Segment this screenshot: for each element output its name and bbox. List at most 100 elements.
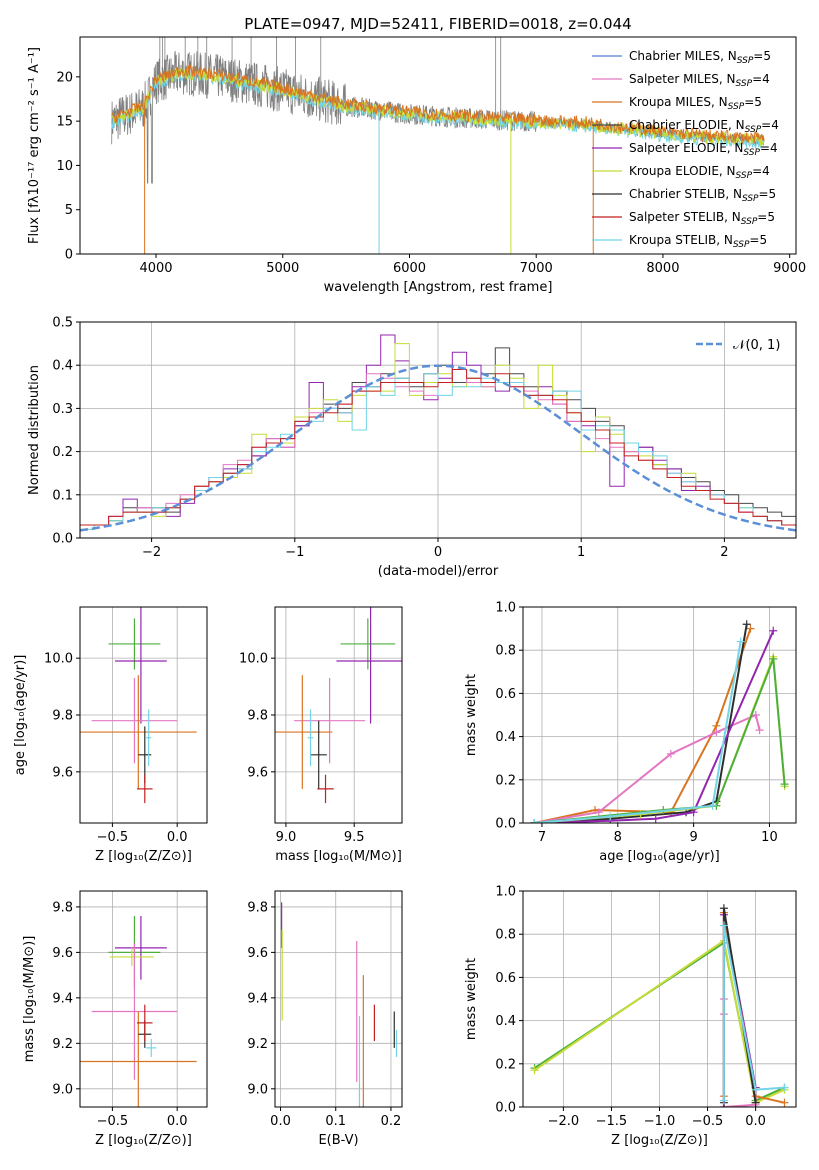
age_vs_Z-panel: −0.5 0.0 9.6 9.8 10.0 Z [log₁₀(Z/Z⊙)] age [log… <box>13 606 208 864</box>
mass-weight-marker <box>755 726 764 735</box>
legend-label: Kroupa STELIB, NSSP=5 <box>629 233 767 250</box>
massweight_vs_Z-panel: −2.0 −1.5 −1.0 −0.5 0.0 0.0 0.2 0.4 0.6 0.8 1.0 Z [… <box>464 885 797 1148</box>
legend-label: Salpeter ELODIE, NSSP=4 <box>629 141 778 158</box>
y-tick-label: 0.5 <box>52 316 73 331</box>
y-tick-label: 0.2 <box>52 445 73 460</box>
age_vs_mass-panel: 9.0 9.5 9.6 9.8 10.0 mass [log₁₀(M/M⊙)] <box>239 606 403 864</box>
mass-weight-marker <box>742 620 751 629</box>
mass-weight-marker <box>530 1066 539 1075</box>
x-tick-label: 5000 <box>266 261 299 276</box>
legend-label-sub: SSP <box>745 125 762 135</box>
mass-weight-series <box>534 641 742 823</box>
x-tick-label: 8000 <box>646 261 679 276</box>
y-tick-label: 0.1 <box>52 488 73 503</box>
x-tick-label: −2 <box>142 545 161 560</box>
y-tick-label: 9.8 <box>247 900 268 915</box>
x-tick-label: −2.0 <box>548 1114 580 1129</box>
age_vs_mass-frame <box>274 606 403 824</box>
y-tick-label: 9.6 <box>52 765 73 780</box>
mass-weight-marker <box>651 814 660 823</box>
legend-label-main: Kroupa MILES, N <box>629 95 728 109</box>
y-axis-label: mass weight <box>464 674 479 756</box>
legend-label: Chabrier ELODIE, NSSP=4 <box>629 118 779 135</box>
mass_vs_Z-frame <box>79 890 208 1108</box>
massweight_vs_age-plot-area <box>530 620 789 823</box>
x-axis-label: Z [log₁₀(Z/Z⊙)] <box>611 1133 708 1148</box>
mass-weight-marker <box>751 1098 760 1107</box>
legend-label: Chabrier MILES, NSSP=5 <box>629 49 771 66</box>
y-tick-label: 5 <box>65 203 73 218</box>
y-tick-label: 9.6 <box>52 946 73 961</box>
x-tick-label: 9000 <box>773 261 806 276</box>
x-tick-label: 0.2 <box>381 1114 402 1129</box>
y-tick-label: 0.2 <box>495 1057 516 1072</box>
y-tick-label: 9.2 <box>247 1037 268 1052</box>
y-tick-label: 9.0 <box>247 1082 268 1097</box>
mass-weight-series <box>534 656 786 823</box>
mass-weight-marker <box>780 1083 789 1092</box>
y-tick-label: 9.8 <box>52 709 73 724</box>
mass_vs_ebv-panel: 0.0 0.1 0.2 9.0 9.2 9.4 9.6 9.8 E(B-V) <box>247 890 403 1148</box>
figure-title: PLATE=0947, MJD=52411, FIBERID=0018, z=0… <box>244 15 631 33</box>
legend-label-sub: SSP <box>737 56 754 66</box>
x-tick-label: −0.5 <box>97 830 129 845</box>
mass-weight-series <box>722 925 785 1101</box>
mass-weight-marker <box>751 711 760 719</box>
y-tick-label: 0.4 <box>495 1014 516 1029</box>
legend-label-tail: =4 <box>752 164 770 178</box>
residuals-frame <box>79 321 797 539</box>
y-tick-label: 0.0 <box>495 1101 516 1116</box>
y-tick-label: 15 <box>56 115 73 130</box>
legend-label: Kroupa MILES, NSSP=5 <box>629 95 762 112</box>
y-axis-label: mass weight <box>464 958 479 1040</box>
massweight_vs_age-panel: 7 8 9 10 0.0 0.2 0.4 0.6 0.8 1.0 age [log₁₀(age/yr… <box>464 601 797 864</box>
legend-label-main: Kroupa ELODIE, N <box>629 164 736 178</box>
legend-label-sub: SSP <box>728 102 745 112</box>
x-axis-label: wavelength [Angstrom, rest frame] <box>324 280 553 295</box>
y-tick-label: 10.0 <box>44 652 73 667</box>
y-tick-label: 1.0 <box>495 601 516 616</box>
x-axis-label: Z [log₁₀(Z/Z⊙)] <box>95 849 192 864</box>
x-tick-label: −1.0 <box>644 1114 676 1129</box>
legend-label-sub: SSP <box>736 79 753 89</box>
legend-label-tail: =4 <box>752 72 770 86</box>
mass-weight-series <box>722 999 756 1107</box>
x-tick-label: 4000 <box>139 261 172 276</box>
legend-label-tail: =4 <box>761 118 779 132</box>
mass-weight-series <box>534 658 786 823</box>
x-tick-label: 0.1 <box>325 1114 346 1129</box>
y-tick-label: 0.0 <box>495 817 516 832</box>
legend-label-sub: SSP <box>736 171 753 181</box>
mass_vs_ebv-plot-area <box>281 902 398 1107</box>
age_vs_Z-plot-area <box>80 607 197 804</box>
normal-curve-line <box>80 364 796 532</box>
legend-label-tail: =5 <box>753 49 771 63</box>
legend-label: Salpeter STELIB, NSSP=5 <box>629 210 775 227</box>
x-tick-label: 9 <box>689 830 697 845</box>
mass-weight-marker <box>736 637 745 646</box>
mass-weight-marker <box>769 654 778 663</box>
mass-weight-marker <box>780 780 789 789</box>
legend-label-sub: SSP <box>742 194 759 204</box>
x-axis-label: (data-model)/error <box>378 564 499 579</box>
y-axis-label: Flux [fλ10⁻¹⁷ erg cm⁻² s⁻¹ A⁻¹] <box>27 47 42 244</box>
legend-label-sub: SSP <box>733 240 750 250</box>
y-tick-label: 20 <box>56 70 73 85</box>
massweight_vs_Z-plot-area <box>530 904 789 1107</box>
residuals-panel: −2 −1 0 1 2 0.0 0.1 0.2 0.3 0.4 0.5 (data-model)/er… <box>27 316 797 579</box>
x-tick-label: 0 <box>434 545 442 560</box>
legend-label-main: Salpeter ELODIE, N <box>629 141 743 155</box>
spectrum-panel: 4000 5000 6000 7000 8000 9000 0 5 10 15 20 waveleng… <box>27 36 806 295</box>
y-tick-label: 0.6 <box>495 971 516 986</box>
legend-label: Kroupa ELODIE, NSSP=4 <box>629 164 770 181</box>
y-tick-label: 0.4 <box>52 359 73 374</box>
x-axis-label: E(B-V) <box>318 1133 358 1148</box>
mass-weight-series <box>722 912 785 1104</box>
x-tick-label: 0.0 <box>167 830 188 845</box>
mass-weight-marker <box>606 812 615 821</box>
y-tick-label: 9.6 <box>247 946 268 961</box>
mass_vs_Z-panel: −0.5 0.0 9.0 9.2 9.4 9.6 9.8 Z [log₁₀(Z/Z⊙)] mas… <box>22 890 208 1148</box>
y-tick-label: 0.2 <box>495 773 516 788</box>
legend-label-main: Kroupa STELIB, N <box>629 233 733 247</box>
